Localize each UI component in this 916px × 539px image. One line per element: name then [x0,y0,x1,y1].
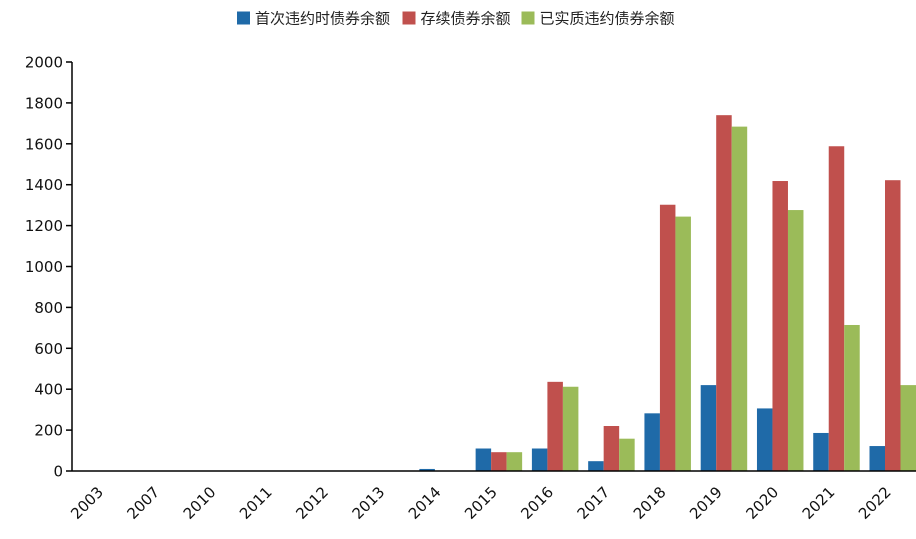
bar-2019-series-2 [731,126,748,471]
legend-swatch [237,11,250,25]
x-tick-label: 2019 [686,483,726,523]
x-tick-label: 2012 [292,483,332,523]
bar-2022-series-2 [900,385,916,471]
bar-2015-series-1 [491,452,507,471]
y-tick-label: 400 [34,381,63,399]
x-tick-label: 2007 [123,483,163,523]
bar-2017-series-1 [603,426,620,471]
y-axis: 0 200 400 600 800 1000 1200 1400 1600 1800 2000 [25,54,73,481]
y-tick-label: 1400 [25,176,63,194]
bar-2016-series-2 [562,386,579,471]
legend-label: 首次违约时债券余额 [255,10,390,28]
x-tick-label: 2018 [630,483,670,523]
bar-2017-series-0 [588,461,604,471]
bar-2020-series-2 [787,210,804,472]
y-tick-label: 200 [34,422,63,440]
x-tick-label: 2014 [405,483,445,523]
bar-2021-series-0 [813,432,829,471]
bar-2022-series-1 [885,180,901,472]
y-tick-label: 1800 [25,94,63,112]
bar-2018-series-2 [675,216,691,471]
legend: 首次违约时债券余额 存续债券余额 已实质违约债券余额 [237,10,675,28]
y-tick-label: 1600 [25,135,63,153]
y-tick-label: 1000 [25,258,63,276]
x-tick-label: 2017 [574,483,614,523]
y-tick-label: 0 [53,463,63,481]
x-tick-label: 2021 [799,483,839,523]
x-tick-label: 2020 [742,483,782,523]
y-tick-label: 2000 [25,54,63,72]
bar-2019-series-1 [716,115,732,472]
bars [363,115,916,472]
legend-item-0: 首次违约时债券余额 [237,10,390,28]
bar-2018-series-0 [644,413,660,471]
bar-2016-series-1 [547,381,563,471]
bar-2015-series-2 [506,452,523,471]
bar-2014-series-0 [419,468,435,471]
y-tick-label: 1200 [25,217,63,235]
y-tick-label: 600 [34,340,63,358]
legend-item-2: 已实质违约债券余额 [521,10,675,28]
x-tick-label: 2022 [855,483,895,523]
x-tick-label: 2015 [461,483,501,523]
x-tick-label: 2003 [67,483,107,523]
bar-2015-series-0 [475,448,492,471]
legend-swatch [521,11,535,25]
bar-2016-series-0 [531,448,548,471]
x-tick-label: 2011 [236,483,276,523]
x-tick-label: 2010 [180,483,220,523]
legend-label: 存续债券余额 [421,10,511,28]
bar-2021-series-2 [844,324,860,471]
bar-2022-series-0 [869,446,885,471]
bar-2020-series-1 [772,181,788,472]
x-tick-label: 2016 [517,483,557,523]
bar-2020-series-0 [756,408,773,471]
legend-item-1: 存续债券余额 [402,10,511,28]
bar-2017-series-2 [619,438,635,471]
bar-2021-series-1 [828,146,845,471]
x-axis: 2003 2007 2010 2011 2012 2013 2014 2015 2016 2017… [67,470,916,523]
y-tick-label: 800 [34,299,63,317]
bar-2018-series-1 [659,204,676,471]
bar-2019-series-0 [700,385,717,471]
legend-swatch [402,11,416,25]
x-tick-label: 2013 [349,483,389,523]
legend-label: 已实质违约债券余额 [540,10,675,28]
